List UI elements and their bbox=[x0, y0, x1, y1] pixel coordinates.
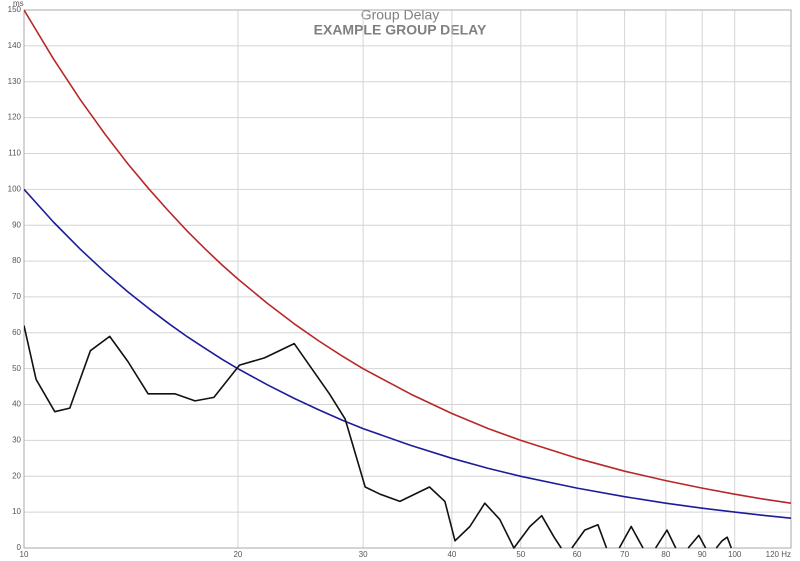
y-tick-label: 150 bbox=[8, 5, 22, 14]
series-line bbox=[24, 325, 733, 549]
x-tick-label: 90 bbox=[698, 550, 707, 559]
series-line bbox=[24, 9, 791, 504]
x-tick-label: 50 bbox=[516, 550, 525, 559]
x-tick-label: 70 bbox=[620, 550, 629, 559]
y-tick-label: 60 bbox=[12, 328, 21, 337]
x-tick-label: 40 bbox=[447, 550, 456, 559]
y-tick-label: 100 bbox=[8, 184, 22, 193]
y-tick-label: 140 bbox=[8, 41, 22, 50]
chart-subtitle: EXAMPLE GROUP DELAY bbox=[314, 22, 487, 38]
y-tick-label: 20 bbox=[12, 471, 21, 480]
y-tick-label: 90 bbox=[12, 220, 21, 229]
x-tick-label: 10 bbox=[20, 550, 29, 559]
x-tick-label: 120 Hz bbox=[766, 550, 791, 559]
series-line bbox=[24, 188, 791, 519]
y-tick-label: 10 bbox=[12, 507, 21, 516]
y-tick-label: 0 bbox=[17, 543, 22, 552]
y-tick-label: 80 bbox=[12, 256, 21, 265]
y-axis-label: ms bbox=[13, 0, 24, 8]
y-tick-label: 30 bbox=[12, 436, 21, 445]
y-tick-label: 110 bbox=[8, 149, 21, 158]
x-tick-label: 20 bbox=[233, 550, 242, 559]
y-tick-label: 130 bbox=[8, 77, 22, 86]
chart-title: Group Delay bbox=[361, 7, 440, 23]
y-tick-label: 40 bbox=[12, 400, 21, 409]
y-tick-label: 50 bbox=[12, 364, 21, 373]
y-tick-label: 120 bbox=[8, 113, 22, 122]
plot-frame bbox=[23, 9, 792, 549]
x-tick-label: 60 bbox=[573, 550, 582, 559]
y-tick-label: 70 bbox=[12, 292, 21, 301]
x-tick-label: 80 bbox=[661, 550, 670, 559]
x-tick-label: 100 bbox=[728, 550, 742, 559]
x-tick-label: 30 bbox=[359, 550, 368, 559]
